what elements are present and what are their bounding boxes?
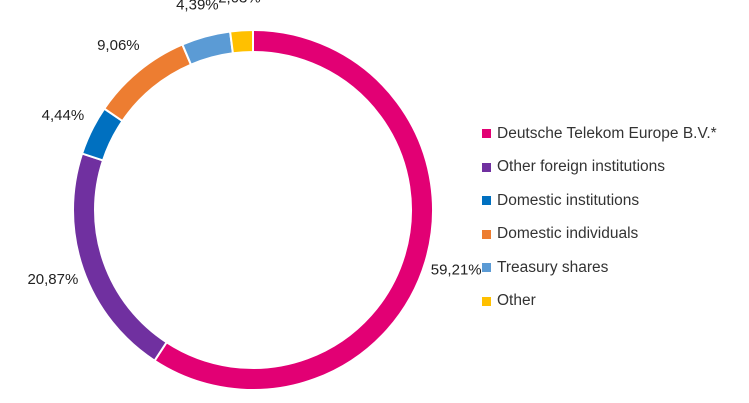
slice-label-other: 2,03%	[218, 0, 261, 6]
legend-swatch	[482, 196, 491, 206]
legend-item-other: Other	[482, 285, 717, 319]
legend-swatch	[482, 162, 491, 172]
slice-labels: 59,21% 20,87% 4,44% 9,06% 4,39%2,03%	[27, 0, 481, 288]
legend-label: Treasury shares	[497, 258, 609, 276]
legend-label: Other foreign institutions	[497, 158, 666, 176]
slice-treasury-shares	[181, 30, 235, 66]
slice-label-other-foreign-institutions: 20,87%	[27, 271, 78, 288]
slice-other-foreign-institutions	[72, 152, 168, 363]
slice-label-deutsche-telekom-europe-b-v: 59,21%	[431, 261, 482, 278]
legend-item-other-foreign-institutions: Other foreign institutions	[482, 151, 717, 185]
legend-label: Domestic institutions	[497, 191, 640, 209]
slice-label-domestic-institutions: 4,44%	[42, 107, 85, 124]
legend-item-domestic-individuals: Domestic individuals	[482, 218, 717, 252]
donut-slices	[72, 28, 434, 391]
slice-other	[228, 28, 254, 55]
legend-swatch	[482, 129, 491, 139]
legend-item-treasury-shares: Treasury shares	[482, 251, 717, 285]
legend-swatch	[482, 229, 491, 239]
slice-deutsche-telekom-europe-b-v	[153, 28, 434, 391]
legend-item-deutsche-telekom-europe-b-v: Deutsche Telekom Europe B.V.*	[482, 117, 717, 151]
slice-label-treasury-shares: 4,39%	[176, 0, 219, 13]
legend-label: Deutsche Telekom Europe B.V.*	[497, 124, 717, 142]
legend-label: Other	[497, 292, 536, 310]
chart-legend: Deutsche Telekom Europe B.V.* Other forei…	[482, 117, 717, 318]
legend-label: Domestic individuals	[497, 225, 639, 243]
legend-item-domestic-institutions: Domestic institutions	[482, 184, 717, 218]
slice-label-domestic-individuals: 9,06%	[97, 37, 140, 54]
legend-swatch	[482, 296, 491, 306]
legend-swatch	[482, 263, 491, 273]
slice-domestic-individuals	[102, 43, 193, 123]
